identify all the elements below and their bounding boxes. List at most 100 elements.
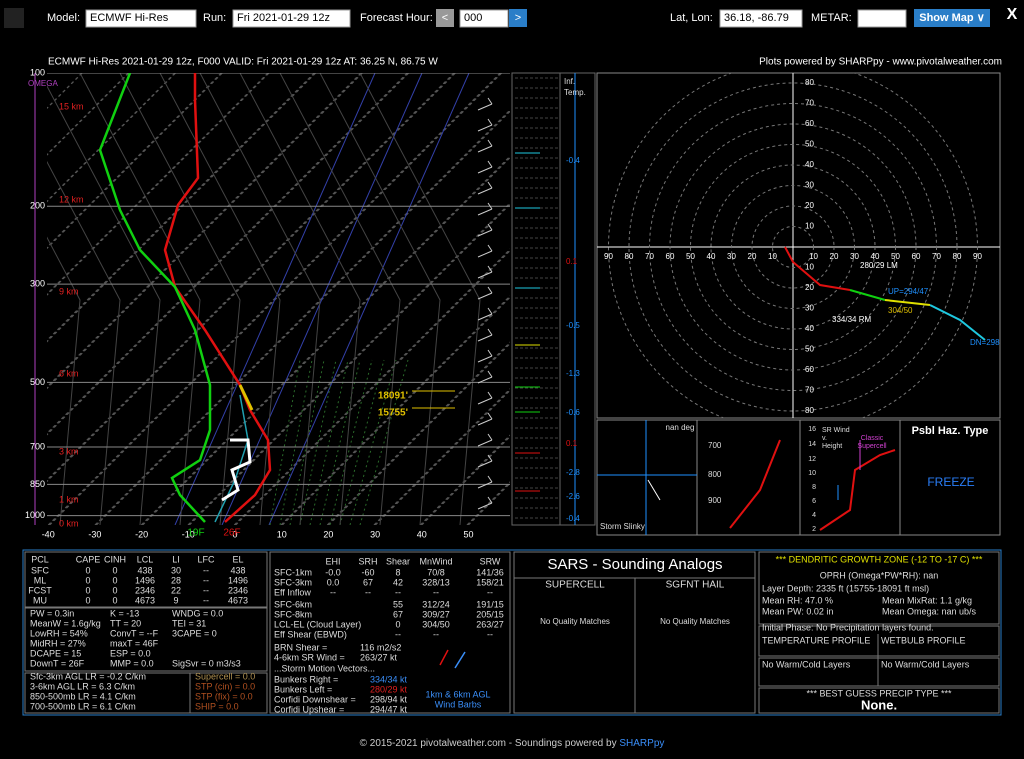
index: K = -13 [110,608,139,618]
ring-label: 60 [805,119,814,128]
dgz-line: Mean PW: 0.02 in [762,606,833,616]
motion-value: 334/34 kt [370,674,408,684]
sars-head: SUPERCELL [545,580,605,591]
col-head: LFC [197,554,215,564]
close-button[interactable]: X [1007,6,1018,23]
mixing-line [289,359,325,525]
cell: 1496 [135,575,155,585]
latlon-label: Lat, Lon: [670,12,713,24]
pressure-label: 850 [30,479,45,489]
wind-barb [487,391,493,399]
cell: -- [487,629,493,639]
hodo-trace [929,304,986,341]
pressure-label: 300 [30,279,45,289]
ring-label: 50 [891,252,900,261]
latlon-input[interactable] [719,9,803,28]
param-label: BRN Shear = [274,642,327,652]
ring-label: 30 [805,304,814,313]
pressure-label: 500 [30,377,45,387]
cell: 263/27 [476,619,504,629]
height-tick: 8 [812,484,816,491]
wind-barb [487,349,493,357]
wind-barb [487,118,493,126]
cell: 4673 [228,595,248,605]
isotherm [189,203,510,525]
hodo-ring [751,205,835,289]
temp-label: -10 [182,529,195,539]
index: PW = 0.3in [30,608,74,618]
map-button[interactable] [914,9,990,27]
share-button[interactable] [4,8,24,28]
dry-adiabat [159,73,281,525]
wind-barb [487,160,493,168]
pressure-tick: 700 [708,441,722,450]
barb-icon [439,649,449,666]
height-label: 6 km [59,368,79,378]
wind-barb [487,328,493,336]
dry-adiabat [279,73,401,525]
row-label: Eff Inflow [274,587,311,597]
wind-barb [477,166,493,174]
wind-barb [477,145,493,153]
height-tick: 16 [808,426,816,433]
freezing-line [174,73,376,525]
prev-label: < [442,12,448,24]
ring-label: 40 [707,252,716,261]
supercell-label: Supercell [857,443,887,450]
ring-label: 20 [805,283,814,292]
motion-value: 298/94 kt [370,694,408,704]
mixing-line [299,359,337,525]
hodo-trace [784,246,851,291]
metar-label: METAR: [811,12,852,24]
sars-result: No Quality Matches [660,617,730,626]
wind-barb [477,355,493,363]
metar-input[interactable] [857,9,907,28]
table-cell [189,672,268,714]
hodograph [597,73,1000,418]
table-cell [24,551,268,608]
cursor-icon [221,438,252,502]
temp-label: 40 [417,529,427,539]
wind-barb [487,454,493,462]
col-head: PCL [31,554,49,564]
ring-label: 40 [871,252,880,261]
severe-index: SHIP = 0.0 [195,701,239,711]
barb-icon [454,651,466,669]
cell: 0 [85,595,90,605]
wind-barb [477,208,493,216]
next-button[interactable] [509,9,527,27]
hour-select[interactable] [459,9,509,28]
isotherm [47,73,317,343]
cell: 67 [363,577,373,587]
pressure-label: 100 [30,67,45,77]
cell: SFC [31,565,50,575]
motion-value: 280/29 kt [370,684,408,694]
wind-barb [487,223,493,231]
temperature-trace [163,73,272,523]
phase-line: Initial Phase: No Precipitation layers f… [762,622,934,632]
prev-button[interactable] [436,9,454,27]
cell: 0 [112,585,117,595]
cell: 55 [393,599,403,609]
cell: 30 [171,565,181,575]
motion-label: Bunkers Right = [274,674,338,684]
cell: MU [33,595,47,605]
index: TT = 20 [110,618,141,628]
credit: Plots powered by SHARPpy - www.pivotalwe… [759,57,1002,68]
height-tick: 4 [812,512,816,519]
cell: -- [395,629,401,639]
ring-label: 80 [953,252,962,261]
run-select[interactable] [232,9,351,28]
hodo-ring [628,82,958,412]
footer-link[interactable]: SHARPpy [619,738,664,749]
lapse-rate: 3-6km AGL LR = 6.3 C/km [30,681,135,691]
isotherm [47,73,363,390]
param-value: 116 m2/s2 [360,642,401,652]
height-label: 0 km [59,518,79,528]
temp-label: 50 [463,529,473,539]
isotherm [235,250,510,525]
motion-label: Corfidi Upshear = [274,704,344,714]
wind-barb [487,370,493,378]
ring-label: 30 [727,252,736,261]
model-select[interactable] [85,9,197,28]
